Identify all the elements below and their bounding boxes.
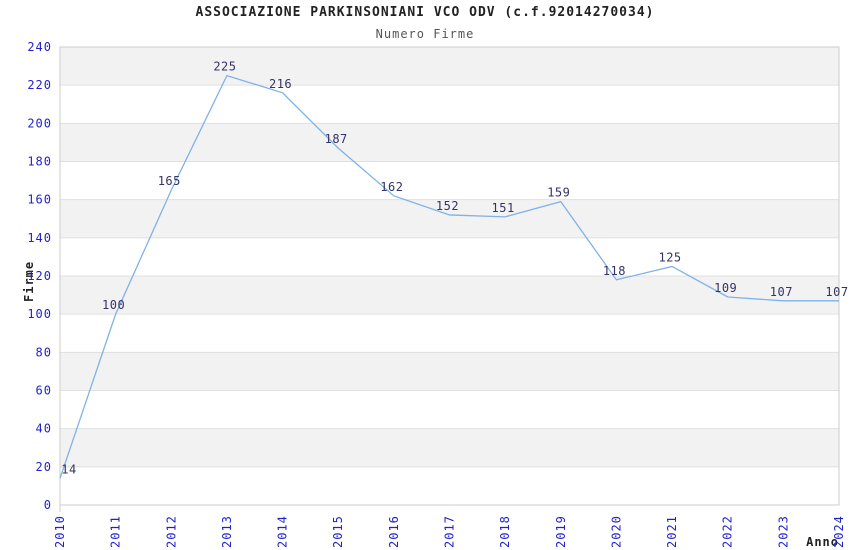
plot-border [59, 46, 840, 506]
data-point-label: 165 [158, 174, 181, 188]
x-tick-label: 2014 [276, 515, 290, 548]
grid-band [60, 47, 839, 86]
data-point-label: 159 [547, 186, 570, 200]
grid-band [60, 428, 839, 467]
x-tick-label: 2010 [53, 515, 67, 548]
x-tick-label: 2019 [554, 515, 568, 548]
y-tick-label: 80 [36, 345, 52, 359]
x-axis-title: Anno [806, 535, 839, 549]
x-tick-label: 2022 [721, 515, 735, 548]
grid-band [60, 352, 839, 391]
grid-band [60, 199, 839, 238]
x-tick-label: 2018 [498, 515, 512, 548]
y-tick-label: 60 [36, 384, 52, 398]
y-tick-label: 240 [27, 40, 52, 54]
data-point-label: 162 [380, 180, 403, 194]
x-tick-label: 2024 [832, 515, 846, 548]
x-tick-label: 2021 [665, 515, 679, 548]
data-point-label: 225 [213, 60, 236, 74]
y-tick-label: 180 [27, 155, 52, 169]
data-point-label: 125 [658, 250, 681, 264]
y-tick-label: 160 [27, 193, 52, 207]
x-tick-label: 2015 [331, 515, 345, 548]
data-point-label: 118 [603, 264, 626, 278]
x-tick-label: 2023 [776, 515, 790, 548]
data-point-label: 152 [436, 199, 459, 213]
data-point-label: 107 [825, 285, 848, 299]
data-point-label: 151 [492, 201, 515, 215]
data-point-label: 107 [770, 285, 793, 299]
chart-subtitle: Numero Firme [375, 27, 475, 41]
chart-title: ASSOCIAZIONE PARKINSONIANI VCO ODV (c.f.… [195, 5, 655, 20]
x-tick-label: 2013 [220, 515, 234, 548]
y-tick-label: 200 [27, 116, 52, 130]
y-tick-label: 220 [27, 78, 52, 92]
data-point-label: 14 [61, 462, 76, 476]
trend-line [59, 74, 839, 479]
y-tick-label: 20 [36, 460, 52, 474]
data-point-label: 187 [325, 132, 348, 146]
x-tick-label: 2011 [109, 515, 123, 548]
y-tick-label: 140 [27, 231, 52, 245]
x-tick-label: 2017 [443, 515, 457, 548]
x-tick-label: 2016 [387, 515, 401, 548]
y-tick-label: 40 [36, 422, 52, 436]
y-tick-label: 100 [27, 307, 52, 321]
y-tick-label: 0 [44, 498, 52, 512]
grid-band [60, 123, 839, 162]
data-point-label: 109 [714, 281, 737, 295]
data-point-label: 216 [269, 77, 292, 91]
y-tick-label: 120 [27, 269, 52, 283]
x-tick-label: 2020 [609, 515, 623, 548]
x-tick-label: 2012 [164, 515, 178, 548]
data-point-label: 100 [102, 298, 125, 312]
grid-band [60, 276, 839, 315]
